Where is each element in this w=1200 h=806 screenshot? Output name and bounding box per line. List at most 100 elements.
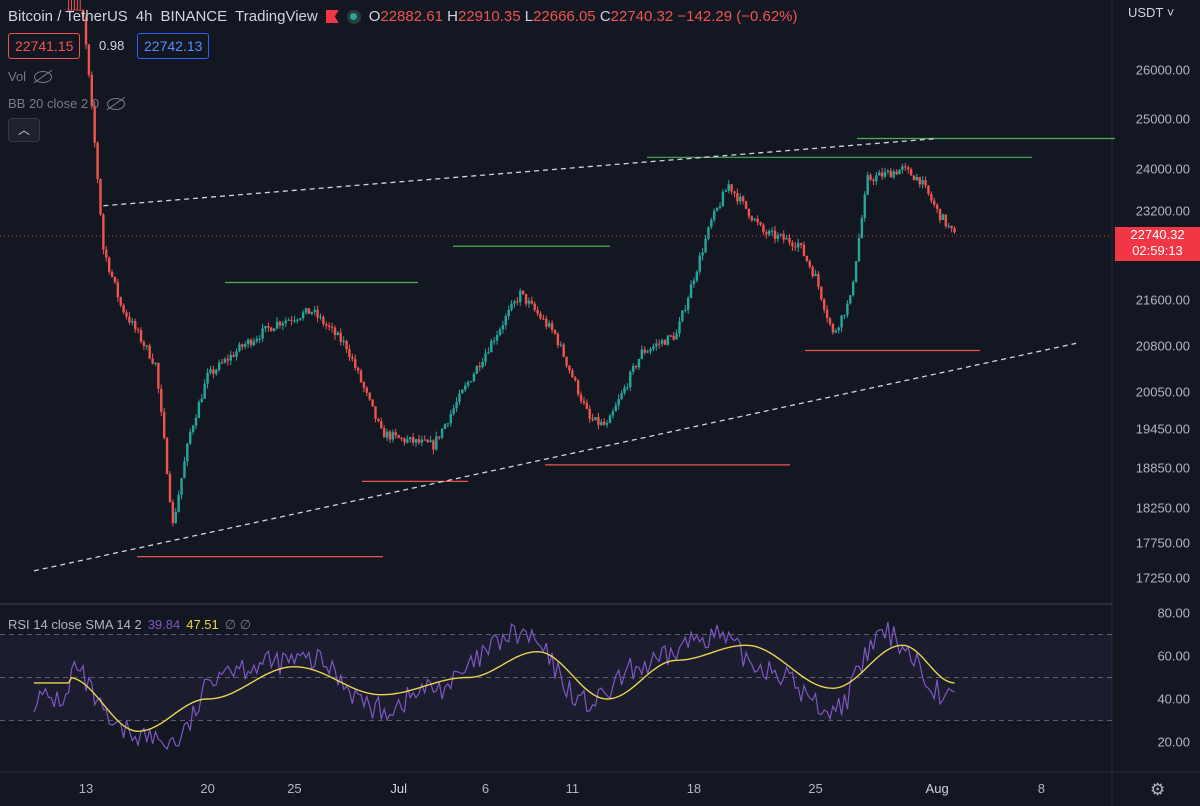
candle-down [825,309,829,319]
time-tick-label: Jul [390,781,407,796]
candle-down [938,208,942,221]
candle-up [692,280,696,285]
candle-up [197,402,201,419]
candle-up [293,320,296,322]
candle-up [614,405,617,412]
candle-up [854,261,858,283]
hidden-eye-icon[interactable] [34,70,53,83]
collapse-legend-button[interactable]: ︿ [8,118,40,142]
candle-up [301,312,305,319]
candle-down [356,367,360,371]
candle-up [186,443,189,462]
sell-button[interactable]: 22741.15 [8,33,81,59]
candle-up [710,219,713,227]
candle-up [686,297,690,310]
candle-up [342,340,345,342]
currency-selector[interactable]: USDT ˅ [1128,5,1175,20]
candle-up [449,413,452,424]
candle-down [134,321,137,330]
candle-down [330,326,334,328]
candle-up [629,371,632,388]
price-tick-label: 20050.00 [1135,384,1190,400]
candle-up [217,362,221,370]
candle-down [895,171,898,175]
candle-down [220,362,224,364]
candle-down [799,243,803,245]
candle-up [739,196,742,202]
rsi-legend[interactable]: RSI 14 close SMA 14 2 39.84 47.51 ∅ ∅ [8,617,251,633]
candle-down [918,176,921,185]
candle-down [403,438,406,443]
candle-down [241,344,244,347]
candle-down [426,439,429,443]
candle-down [924,180,927,186]
candle-down [348,349,351,358]
candle-up [131,321,134,323]
study-vol[interactable]: Vol [8,69,53,84]
time-tick-label: 25 [287,781,302,796]
study-bb[interactable]: BB 20 close 2 0 [8,96,126,111]
candle-down [87,44,91,75]
candle-up [238,344,241,352]
candle-down [930,193,933,201]
candle-up [203,383,206,399]
candle-down [136,329,140,331]
candle-down [325,324,328,326]
candle-up [892,171,895,178]
time-tick-label: 18 [686,781,702,796]
candle-down [382,428,386,438]
exchange-label: BINANCE [160,8,228,25]
buy-button[interactable]: 22742.13 [137,33,210,59]
rsi-value: 39.84 [147,617,181,632]
candle-up [718,206,722,208]
candle-up [385,431,389,438]
candle-down [805,255,809,261]
candle-up [626,387,629,389]
candle-down [162,411,166,439]
candle-up [843,315,846,317]
symbol-title[interactable]: Bitcoin / TetherUS [8,8,128,25]
settings-gear-icon[interactable]: ⚙ [1150,780,1166,799]
candle-down [371,399,374,407]
candle-down [565,356,568,366]
candle-up [941,214,945,221]
candle-up [834,330,838,333]
candle-down [944,214,948,227]
candle-up [652,346,655,350]
candle-up [177,494,180,512]
candle-down [582,400,586,403]
candle-down [550,323,554,331]
candle-up [507,309,510,317]
candle-down [377,418,380,422]
candle-down [290,319,293,321]
price-tick-label: 17750.00 [1135,535,1190,551]
hidden-eye-icon[interactable] [107,97,126,110]
candle-up [481,361,484,368]
candle-down [950,225,953,229]
candle-down [820,286,823,300]
candle-down [345,340,348,350]
candle-up [510,303,513,310]
candle-down [400,437,403,439]
candle-down [157,362,160,389]
candle-up [498,329,502,335]
candle-down [79,9,82,11]
candle-down [516,301,519,303]
candle-up [620,393,623,400]
price-tick-label: 21600.00 [1135,292,1190,308]
interval-label[interactable]: 4h [135,8,153,25]
candle-down [125,312,128,317]
candle-down [93,106,96,143]
candle-up [713,210,716,220]
candle-up [258,338,261,340]
candle-down [90,74,93,107]
rsi-tick-label: 60.00 [1157,648,1190,664]
bb-label: BB 20 close 2 0 [8,96,100,111]
candle-down [316,309,319,318]
bar-countdown: 02:59:13 [1132,242,1183,258]
market-status-icon[interactable] [346,9,361,24]
candle-down [533,303,536,310]
candle-up [440,428,444,438]
flag-icon[interactable] [325,10,339,23]
